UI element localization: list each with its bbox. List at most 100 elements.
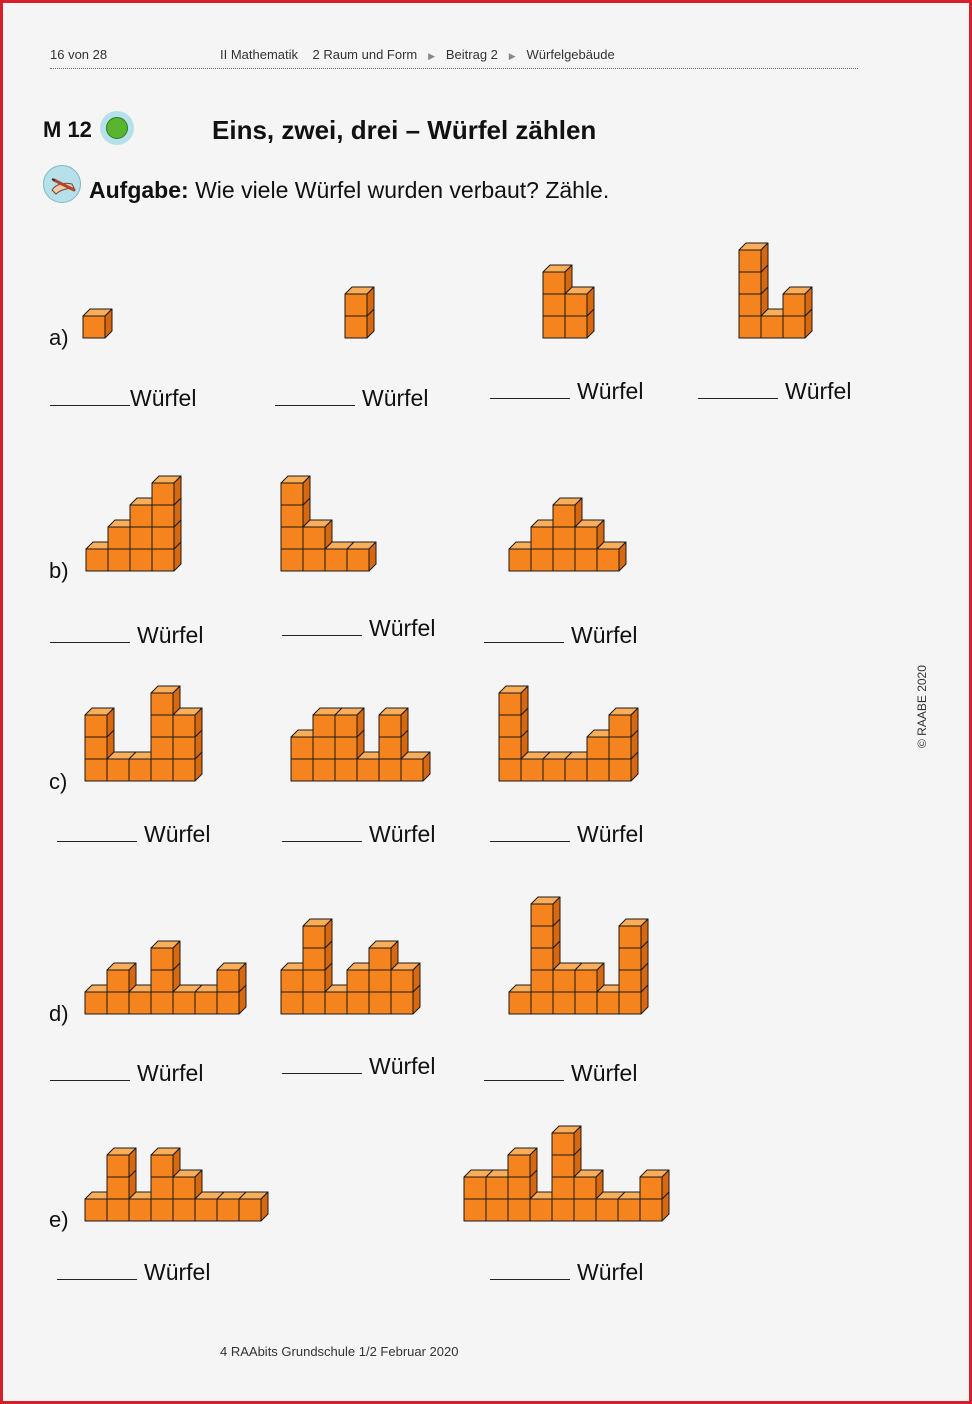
cube-front-face [595,1198,619,1222]
breadcrumb-unit: 2 Raum und Form [312,47,418,62]
cube-front-face [84,991,108,1015]
cube-front-face [485,1198,509,1222]
cube-building-b1 [85,475,182,572]
answer-blank[interactable] [490,1261,570,1280]
answer-a3[interactable]: Würfel [490,378,643,405]
answer-blank[interactable] [50,624,130,643]
cube-front-face [552,991,576,1015]
cube-front-face [552,526,576,550]
cube-side-face [356,707,365,738]
cube-front-face [507,1154,531,1178]
cube-front-face [106,758,130,782]
cube-front-face [290,758,314,782]
cube-front-face [324,991,348,1015]
cube-front-face [107,548,131,572]
answer-blank[interactable] [282,617,362,636]
cube-front-face [84,758,108,782]
cube-front-face [530,991,554,1015]
answer-a2[interactable]: Würfel [275,385,428,412]
answer-d1[interactable]: Würfel [50,1060,203,1087]
cube-side-face [128,1147,137,1178]
cube-front-face [551,1176,575,1200]
cube-front-face [530,947,554,971]
cube-front-face [552,969,576,993]
cube-building-d1 [84,940,247,1015]
cube-side-face [804,286,813,317]
cube-front-face [172,758,196,782]
answer-b2[interactable]: Würfel [282,615,435,642]
cube-front-face [530,526,554,550]
answer-e2[interactable]: Würfel [490,1259,643,1286]
cube-front-face [498,758,522,782]
answer-c2[interactable]: Würfel [282,821,435,848]
cube-front-face [573,1198,597,1222]
cube-front-face [529,1198,553,1222]
answer-c1[interactable]: Würfel [57,821,210,848]
answer-blank[interactable] [282,823,362,842]
answer-blank[interactable] [484,1062,564,1081]
cube-side-face [760,242,769,273]
task-text: Wie viele Würfel wurden verbaut? Zähle. [195,177,610,203]
cube-side-face [630,707,639,738]
answer-b3[interactable]: Würfel [484,622,637,649]
cube-front-face [564,758,588,782]
cube-front-face [596,548,620,572]
cube-front-face [586,758,610,782]
cube-front-face [172,1198,196,1222]
header-divider [50,68,858,69]
cube-front-face [542,315,566,339]
cube-side-face [173,475,182,506]
cube-side-face [412,962,421,993]
cube-front-face [312,714,336,738]
pencil-hand-icon [43,165,81,203]
cube-building-b3 [508,497,627,572]
cube-front-face [498,714,522,738]
cube-front-face [290,736,314,760]
cube-front-face [596,991,620,1015]
breadcrumb-subject: II Mathematik [220,47,299,62]
answer-blank[interactable] [50,387,130,406]
cube-side-face [618,541,627,572]
answer-a1[interactable]: Würfel [50,385,196,412]
answer-blank[interactable] [698,380,778,399]
answer-blank[interactable] [490,380,570,399]
cube-front-face [639,1176,663,1200]
cube-front-face [782,315,806,339]
cube-side-face [400,707,409,738]
cube-front-face [551,1198,575,1222]
cube-side-face [302,475,311,506]
answer-blank[interactable] [275,387,355,406]
cube-front-face [334,736,358,760]
answer-blank[interactable] [484,624,564,643]
cube-front-face [738,271,762,295]
task-label: Aufgabe: [89,177,189,203]
cube-front-face [172,991,196,1015]
answer-b1[interactable]: Würfel [50,622,203,649]
answer-blank[interactable] [57,823,137,842]
cube-front-face [507,1176,531,1200]
answer-blank[interactable] [50,1062,130,1081]
cube-front-face [302,526,326,550]
answer-a4[interactable]: Würfel [698,378,851,405]
cube-front-face [463,1176,487,1200]
cube-front-face [574,969,598,993]
cube-front-face [574,991,598,1015]
answer-blank[interactable] [57,1261,137,1280]
cube-front-face [150,692,174,716]
cube-building-a3 [542,264,595,339]
cube-side-face [586,286,595,317]
cube-front-face [356,758,380,782]
cube-side-face [661,1169,670,1200]
cube-front-face [542,271,566,295]
answer-d2[interactable]: Würfel [282,1053,435,1080]
answer-c3[interactable]: Würfel [490,821,643,848]
answer-blank[interactable] [490,823,570,842]
answer-d3[interactable]: Würfel [484,1060,637,1087]
cube-front-face [172,736,196,760]
cube-front-face [530,969,554,993]
answer-blank[interactable] [282,1055,362,1074]
cube-front-face [368,969,392,993]
answer-e1[interactable]: Würfel [57,1259,210,1286]
cube-front-face [738,293,762,317]
cube-side-face [260,1191,269,1222]
